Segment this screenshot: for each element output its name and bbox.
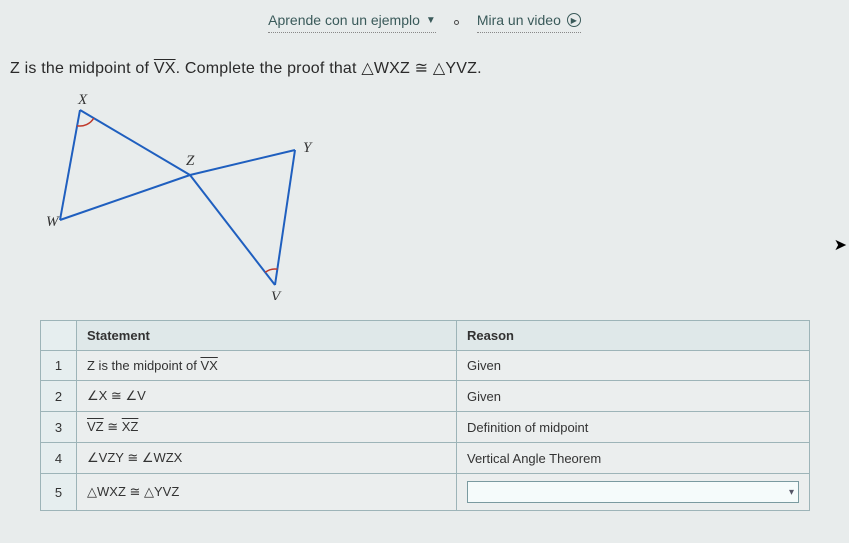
stmt-segment: XZ xyxy=(122,419,139,434)
play-icon: ▶ xyxy=(567,13,581,27)
reason-cell[interactable]: ▾ xyxy=(457,474,810,511)
triangle-yvz: △YVZ xyxy=(433,60,477,77)
nav-separator-icon xyxy=(454,20,459,25)
header-reason: Reason xyxy=(457,321,810,351)
cursor-icon: ➤ xyxy=(834,235,847,255)
table-row: 4 ∠VZY ≅ ∠WZX Vertical Angle Theorem xyxy=(41,443,810,474)
geometry-figure: X W Z Y V xyxy=(40,90,340,305)
svg-text:X: X xyxy=(77,92,88,108)
reason-dropdown[interactable]: ▾ xyxy=(467,481,799,503)
chevron-down-icon: ▼ xyxy=(426,15,436,26)
stmt-segment: VZ xyxy=(87,419,104,434)
stmt-segment: VX xyxy=(200,358,217,373)
statement-cell: VZ ≅ XZ xyxy=(77,412,457,443)
table-row: 5 △WXZ ≅ △YVZ ▾ xyxy=(41,474,810,511)
example-link[interactable]: Aprende con un ejemplo ▼ xyxy=(268,12,436,33)
reason-cell: Definition of midpoint xyxy=(457,412,810,443)
row-number: 3 xyxy=(41,412,77,443)
reason-cell: Vertical Angle Theorem xyxy=(457,443,810,474)
svg-text:W: W xyxy=(46,214,60,230)
example-link-label: Aprende con un ejemplo xyxy=(268,12,420,28)
reason-cell: Given xyxy=(457,381,810,412)
problem-text: Z is the midpoint of xyxy=(10,60,154,77)
problem-statement: Z is the midpoint of VX. Complete the pr… xyxy=(10,58,482,78)
video-link[interactable]: Mira un video ▶ xyxy=(477,12,581,33)
statement-cell: ∠VZY ≅ ∠WZX xyxy=(77,443,457,474)
problem-text: . Complete the proof that xyxy=(176,60,362,77)
svg-text:V: V xyxy=(271,289,282,300)
table-header-row: Statement Reason xyxy=(41,321,810,351)
stmt-text: ≅ xyxy=(104,419,122,434)
video-link-label: Mira un video xyxy=(477,12,561,28)
segment-vx: VX xyxy=(154,60,176,77)
row-number: 5 xyxy=(41,474,77,511)
statement-cell: △WXZ ≅ △YVZ xyxy=(77,474,457,511)
svg-text:Z: Z xyxy=(186,153,195,169)
stmt-text: Z is the midpoint of xyxy=(87,358,200,373)
header-blank xyxy=(41,321,77,351)
congruent-symbol: ≅ xyxy=(410,60,433,77)
row-number: 2 xyxy=(41,381,77,412)
table-row: 2 ∠X ≅ ∠V Given xyxy=(41,381,810,412)
geometry-svg: X W Z Y V xyxy=(40,90,340,300)
problem-text: . xyxy=(477,60,482,77)
table-row: 3 VZ ≅ XZ Definition of midpoint xyxy=(41,412,810,443)
triangle-wxz: △WXZ xyxy=(361,60,410,77)
statement-cell: Z is the midpoint of VX xyxy=(77,351,457,381)
svg-text:Y: Y xyxy=(303,140,313,156)
row-number: 1 xyxy=(41,351,77,381)
header-statement: Statement xyxy=(77,321,457,351)
row-number: 4 xyxy=(41,443,77,474)
statement-cell: ∠X ≅ ∠V xyxy=(77,381,457,412)
table-row: 1 Z is the midpoint of VX Given xyxy=(41,351,810,381)
top-nav: Aprende con un ejemplo ▼ Mira un video ▶ xyxy=(0,12,849,33)
proof-table: Statement Reason 1 Z is the midpoint of … xyxy=(40,320,810,511)
reason-cell: Given xyxy=(457,351,810,381)
chevron-down-icon: ▾ xyxy=(789,487,794,498)
